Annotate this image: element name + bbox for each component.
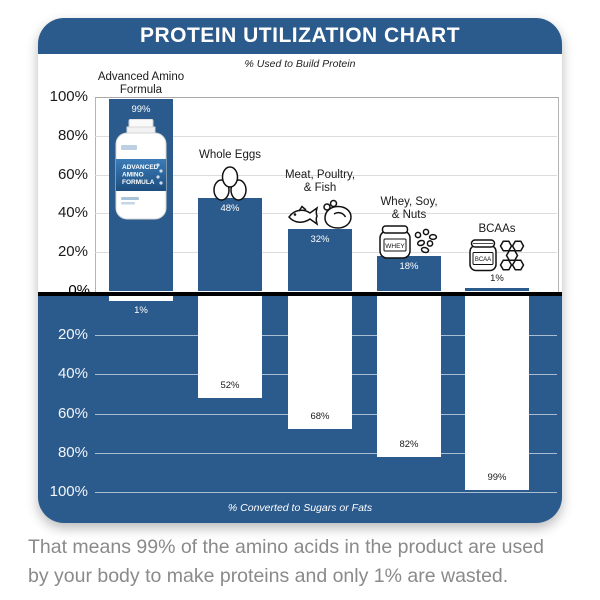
category-label: Whole Eggs	[170, 149, 290, 162]
caption: That means 99% of the amino acids in the…	[28, 533, 588, 591]
top-ytick-label: 20%	[57, 243, 88, 261]
top-ytick-label: 40%	[57, 204, 88, 222]
bar-wasted	[109, 296, 173, 301]
category-label-line: Formula	[119, 83, 163, 96]
category-label: Meat, Poultry, & Fish	[260, 169, 380, 195]
bar-wasted	[377, 296, 441, 457]
category-label: Whey, Soy, & Nuts	[349, 196, 469, 222]
bar-used	[377, 256, 441, 291]
bar-used-value: 32%	[310, 233, 330, 245]
bar-wasted-value: 52%	[220, 379, 240, 391]
bottom-gridline	[95, 492, 557, 493]
category-label-line: & Fish	[303, 181, 337, 194]
category-label-line: Whole Eggs	[198, 148, 261, 161]
bar-used	[198, 197, 262, 291]
bar-wasted	[288, 296, 352, 430]
top-gridline	[95, 174, 557, 176]
category-label-line: Meat, Poultry,	[284, 168, 356, 181]
category-label-line: & Nuts	[391, 209, 427, 222]
zero-tick-label: 0%	[68, 282, 90, 299]
bar-used-value: 1%	[490, 273, 504, 284]
category-label-line: BCAAs	[478, 223, 516, 235]
svg-text:ADVANCED: ADVANCED	[122, 164, 159, 171]
bar-used	[465, 288, 529, 291]
zero-axis-line	[38, 292, 562, 296]
bar-wasted-value: 68%	[310, 411, 330, 423]
bar-used	[288, 228, 352, 291]
top-plot-area	[95, 97, 559, 292]
bar-wasted-value: 1%	[134, 305, 148, 316]
category-label-line: Whey, Soy,	[380, 196, 438, 209]
svg-text:FORMULA: FORMULA	[122, 179, 155, 186]
bcaa-jar-icon: BCAA	[468, 238, 526, 272]
bottom-ytick-label: 20%	[57, 326, 88, 344]
top-ytick-label: 80%	[57, 126, 88, 144]
top-section: % Used to Build Protein 100% 80% 60% 40% 20%…	[38, 54, 562, 292]
bar-wasted	[198, 296, 262, 398]
fish-poultry-icon	[287, 197, 353, 233]
bottom-axis-label: % Converted to Sugars or Fats	[227, 502, 373, 514]
product-bottle-icon: ADVANCED AMINO FORMULA	[112, 118, 170, 221]
bottom-ytick-label: 40%	[57, 365, 88, 383]
chart-title: PROTEIN UTILIZATION CHART	[139, 24, 461, 47]
bar-used-value: 18%	[399, 261, 419, 273]
bottom-gridline	[95, 452, 557, 454]
category-label: BCAAs	[437, 223, 557, 236]
top-ytick-label: 100%	[49, 88, 88, 105]
top-gridline	[95, 135, 557, 137]
bottom-section: % Converted to Sugars or Fats 20% 40% 60% 8…	[38, 296, 562, 523]
bottom-ytick-label: 60%	[57, 404, 88, 422]
svg-text:WHEY: WHEY	[385, 243, 405, 250]
category-label: Advanced Amino Formula	[81, 71, 201, 97]
bar-used-value: 99%	[131, 103, 151, 115]
top-ytick-label: 60%	[57, 165, 88, 183]
category-label-line: Advanced Amino	[97, 70, 185, 83]
svg-text:AMINO: AMINO	[122, 171, 144, 178]
chart-card: PROTEIN UTILIZATION CHART % Used to Buil…	[38, 18, 562, 523]
caption-line2: by your body to make proteins and only 1…	[28, 565, 509, 587]
bar-used-value: 48%	[220, 202, 240, 214]
top-axis-label: % Used to Build Protein	[244, 58, 356, 70]
bar-wasted	[465, 296, 529, 491]
bottom-ytick-label: 80%	[57, 443, 88, 461]
bar-wasted-value: 99%	[487, 472, 507, 484]
caption-line1: That means 99% of the amino acids in the…	[28, 536, 544, 558]
svg-text:BCAA: BCAA	[475, 257, 491, 263]
bottom-ytick-label: 100%	[49, 483, 88, 500]
eggs-icon	[208, 164, 252, 202]
whey-soy-nuts-icon: WHEY	[378, 224, 440, 260]
bar-wasted-value: 82%	[399, 438, 419, 450]
chart-header: PROTEIN UTILIZATION CHART	[38, 18, 562, 54]
